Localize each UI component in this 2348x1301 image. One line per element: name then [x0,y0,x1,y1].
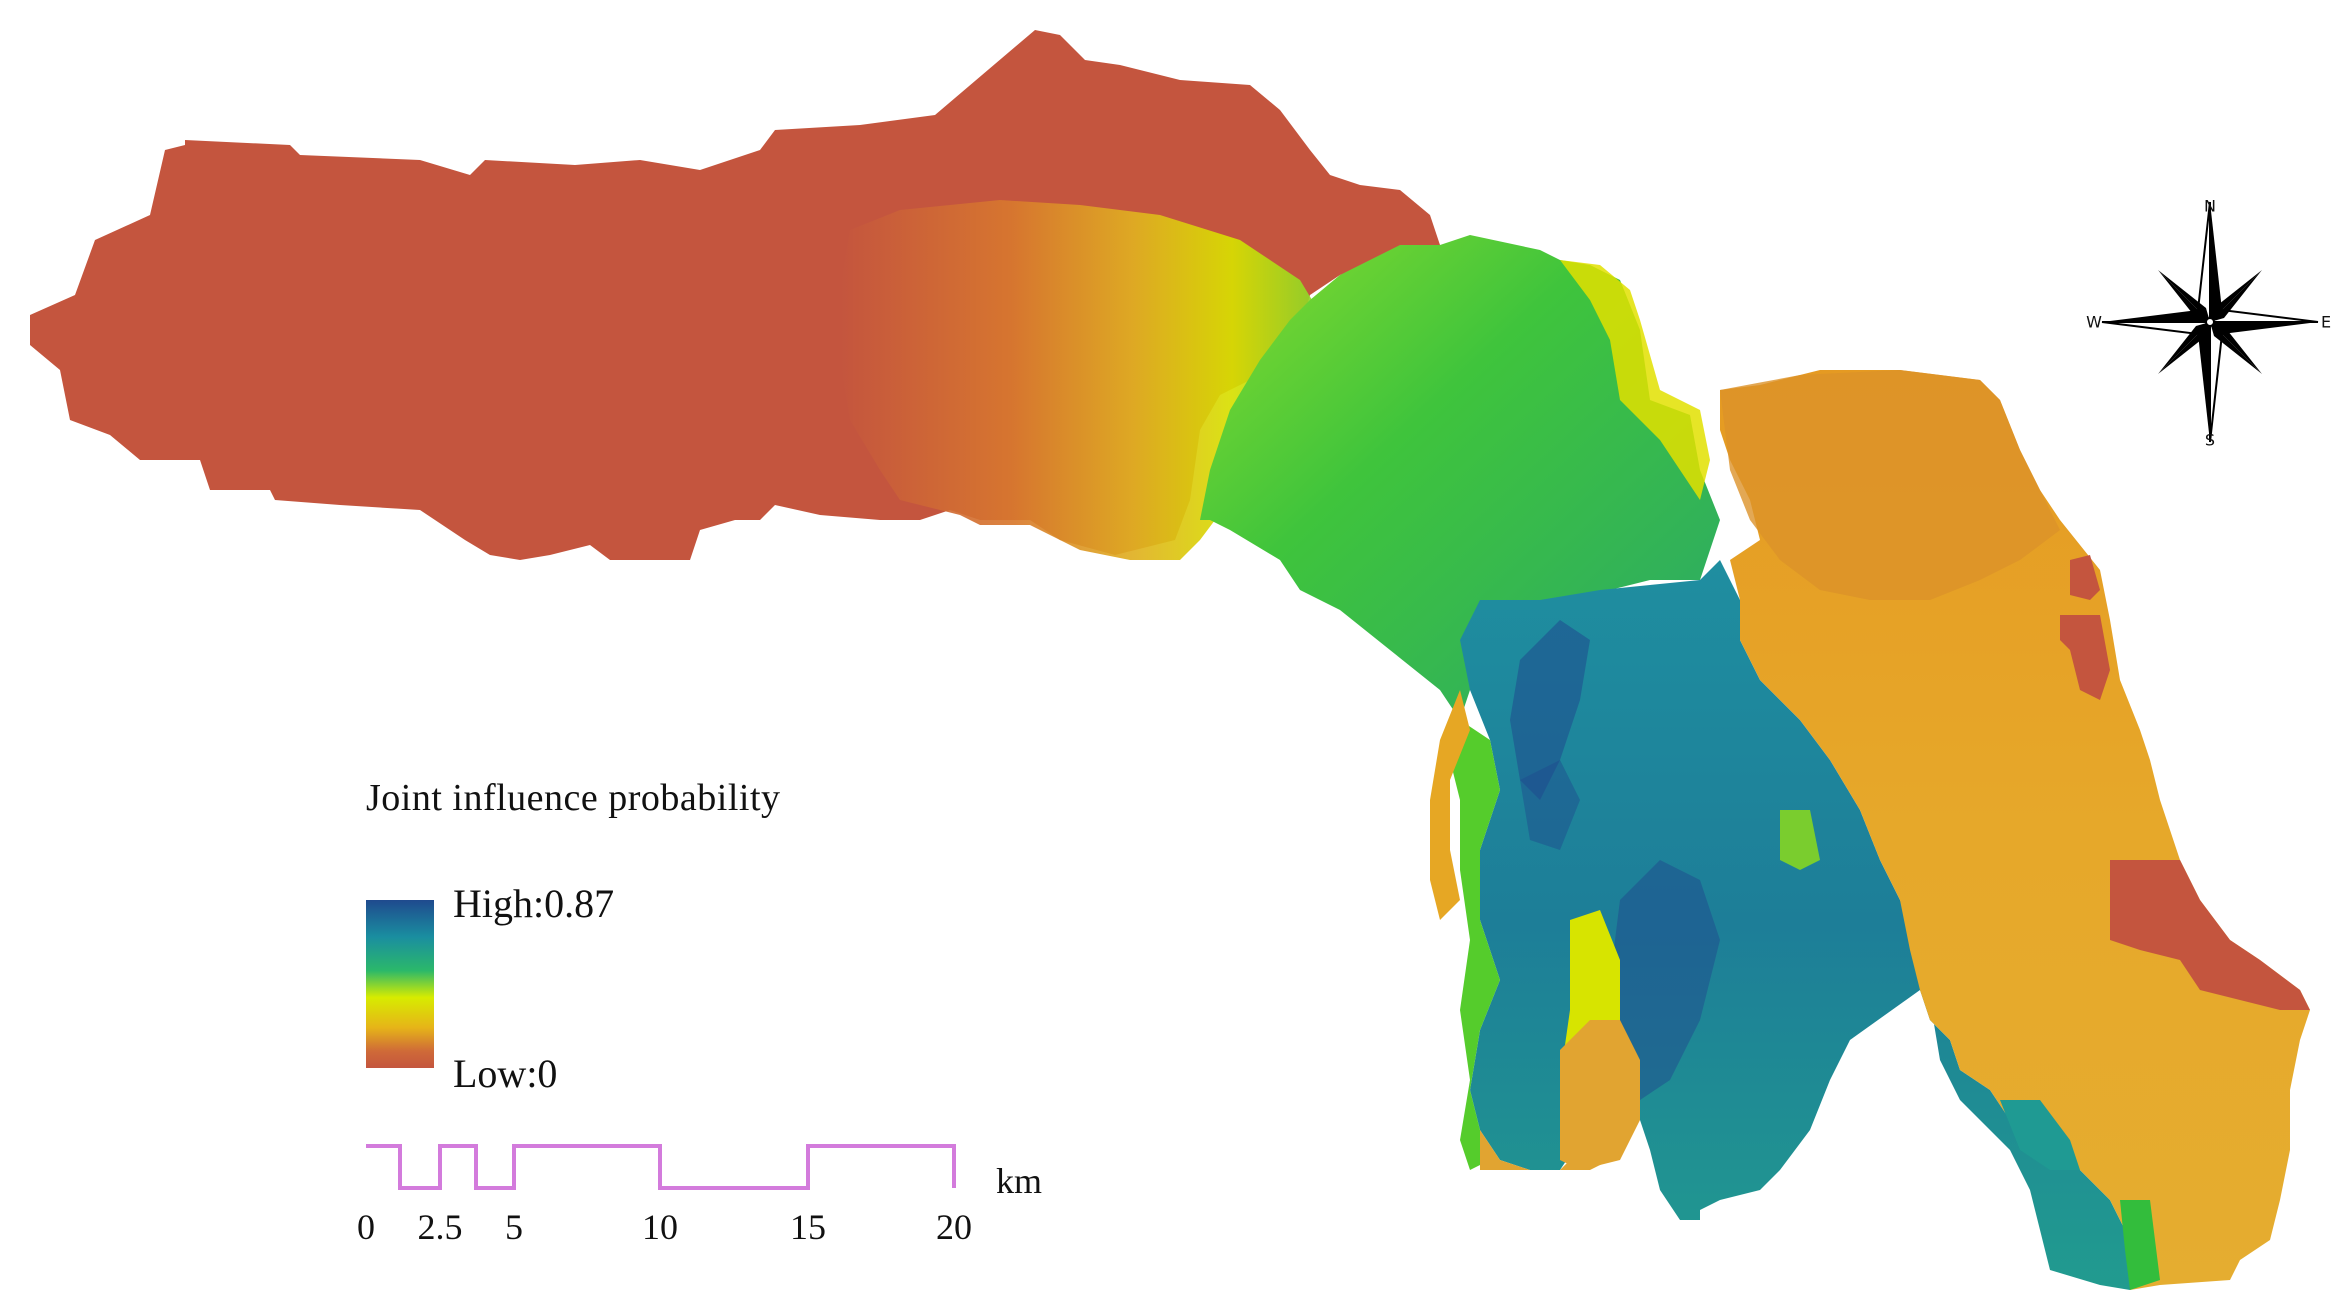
compass-north-label: N [2204,196,2216,216]
region-high-core-3 [1520,760,1580,850]
legend-high-label: High:0.87 [453,881,615,926]
region-orange-east [1720,370,2310,1290]
scale-tick-15: 15 [790,1207,826,1247]
legend-title: Joint influence probability [366,777,781,819]
region-green-east [1780,810,1820,870]
scale-tick-2-5: 2.5 [417,1207,463,1247]
region-orange-east-upper [1720,370,2060,600]
region-green [1200,235,1720,720]
compass-south-label: S [2204,430,2216,450]
scale-unit: km [996,1161,1043,1201]
legend-low-label: Low:0 [453,1051,558,1096]
region-low-east-3 [2110,860,2310,1010]
region-teal-east-patch [2000,1100,2080,1170]
region-low-east-2 [2060,615,2110,700]
region-low-east-1 [2070,555,2100,600]
legend-color-ramp [366,900,434,1068]
compass-east-label: E [2320,312,2332,332]
region-green-lower [1450,720,1500,1170]
compass-west-label: W [2086,312,2102,332]
scale-tick-5: 5 [505,1207,523,1247]
scale-tick-10: 10 [642,1207,678,1247]
scale-tick-0: 0 [357,1207,375,1247]
region-orange-lower-left [1430,690,1470,920]
scale-bar [366,1144,956,1190]
region-yellow-edge [1560,260,1710,500]
region-green-bottom [2120,1200,2160,1290]
region-high-core [1510,620,1590,800]
scale-bar-line [366,1144,956,1190]
compass-rose-icon [2101,201,2319,443]
scale-tick-20: 20 [936,1207,972,1247]
region-orange-bottom-left [1560,1020,1640,1170]
region-transition [840,200,1330,560]
region-high-core-2 [1610,860,1720,1100]
